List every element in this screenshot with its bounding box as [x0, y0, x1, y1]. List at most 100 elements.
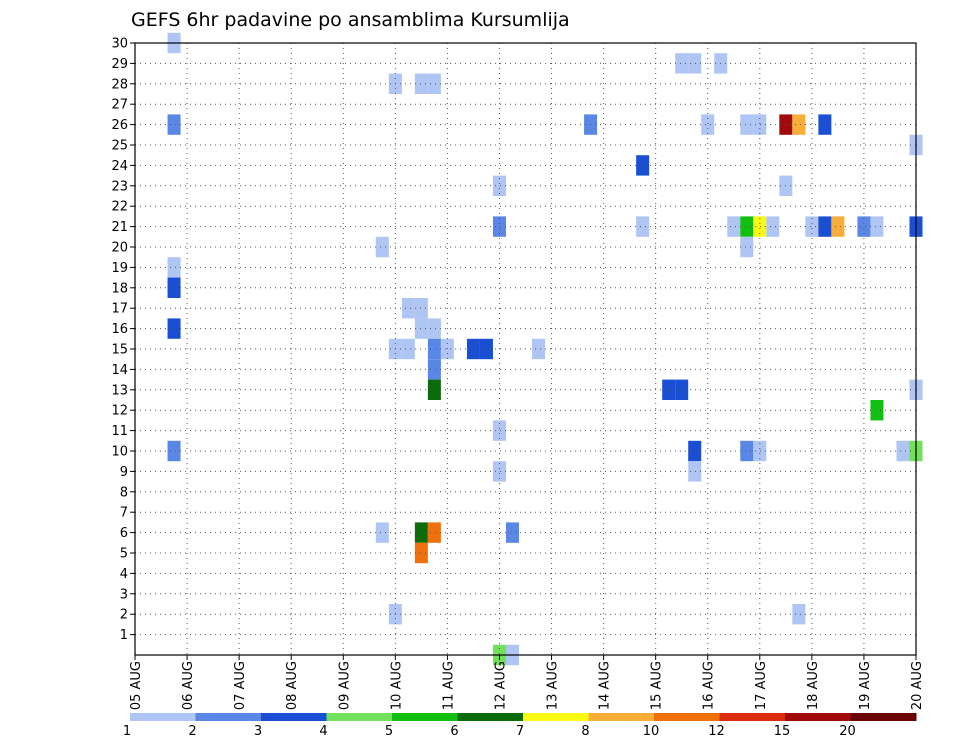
precip-cell [427, 73, 441, 94]
precip-cell [740, 440, 754, 462]
y-tick-label: 14 [111, 363, 128, 378]
precip-cell [492, 216, 506, 237]
precip-cell [427, 379, 441, 400]
precip-cell [532, 338, 546, 360]
precip-cell [740, 114, 754, 135]
precip-cell [792, 604, 806, 625]
precip-cell [857, 216, 871, 237]
precip-cell [427, 359, 441, 380]
precip-cell [167, 257, 181, 278]
precip-cell [688, 461, 702, 482]
precip-cell [688, 440, 702, 462]
x-tick-label: 07 AUG [233, 661, 248, 710]
y-tick-label: 7 [120, 506, 128, 521]
x-tick-label: 19 AUG [858, 661, 873, 710]
y-tick-label: 1 [120, 628, 128, 643]
x-tick-label: 06 AUG [181, 661, 196, 710]
precip-cell [375, 236, 389, 258]
precip-cell [427, 338, 441, 360]
y-tick-label: 10 [111, 445, 128, 460]
x-tick-label: 14 AUG [598, 661, 613, 710]
colorbar-label: 15 [774, 724, 791, 739]
y-tick-label: 5 [120, 547, 128, 562]
precip-cell [636, 216, 650, 237]
precip-cell [401, 338, 415, 360]
x-tick-label: 11 AUG [441, 661, 456, 710]
colorbar-label: 2 [188, 724, 196, 739]
precip-cell [792, 114, 806, 135]
x-tick-label: 10 AUG [389, 661, 404, 710]
colorbar-label: 6 [450, 724, 458, 739]
grid-lines [135, 42, 916, 655]
axes: 1234567891011121314151617181920212223242… [111, 37, 925, 711]
y-tick-label: 16 [111, 322, 128, 337]
precip-cell [818, 216, 832, 237]
colorbar-label: 5 [385, 724, 393, 739]
y-tick-label: 27 [111, 98, 128, 113]
precip-cell [479, 338, 493, 360]
y-tick-label: 26 [111, 118, 128, 133]
colorbar-label: 12 [708, 724, 725, 739]
chart-title: GEFS 6hr padavine po ansamblima Kursumli… [131, 9, 570, 31]
precip-cell [727, 216, 741, 237]
precip-cell [766, 216, 780, 237]
y-tick-label: 21 [111, 220, 128, 235]
precip-cell [753, 216, 767, 237]
precip-cell [414, 73, 428, 94]
precip-cell [636, 155, 650, 176]
precip-cell [740, 236, 754, 258]
y-tick-label: 4 [120, 567, 128, 582]
precip-cell [675, 53, 689, 74]
x-tick-label: 05 AUG [129, 661, 144, 710]
y-tick-label: 2 [120, 608, 128, 623]
precip-cell [896, 440, 910, 462]
x-tick-label: 17 AUG [754, 661, 769, 710]
precip-cell [505, 522, 519, 543]
colorbar-segment [523, 713, 589, 721]
y-tick-label: 11 [111, 424, 128, 439]
precip-cell [701, 114, 715, 135]
y-tick-label: 6 [120, 526, 128, 541]
y-tick-label: 19 [111, 261, 128, 276]
colorbar-label: 1 [123, 724, 131, 739]
colorbar-segment [195, 713, 262, 721]
precip-cell [675, 379, 689, 400]
y-tick-label: 13 [111, 383, 128, 398]
precip-cell [492, 175, 506, 196]
precip-cell [375, 522, 389, 543]
precip-cell [414, 318, 428, 339]
precip-cell [492, 420, 506, 441]
precip-cell [466, 338, 480, 360]
precip-cell [753, 114, 767, 135]
colorbar-label: 8 [581, 724, 589, 739]
x-tick-label: 13 AUG [546, 661, 561, 710]
precip-cell [831, 216, 845, 237]
y-tick-label: 17 [111, 302, 128, 317]
y-tick-label: 25 [111, 139, 128, 154]
x-tick-label: 15 AUG [650, 661, 665, 710]
precip-cell [870, 400, 884, 421]
precip-cell [414, 298, 428, 319]
x-tick-label: 16 AUG [702, 661, 717, 710]
colorbar-label: 3 [254, 724, 262, 739]
colorbar: 1 2 3 4 5 6 7 8 10 12 15 20 [123, 713, 917, 739]
precip-cell [414, 522, 428, 543]
y-tick-label: 8 [120, 485, 128, 500]
colorbar-segment [326, 713, 393, 721]
precip-cell [414, 542, 428, 564]
colorbar-segment [654, 713, 720, 721]
x-tick-label: 20 AUG [910, 661, 925, 710]
y-tick-label: 22 [111, 200, 128, 215]
precip-cell [753, 440, 767, 462]
precip-cell [167, 318, 181, 339]
colorbar-segment [850, 713, 917, 721]
y-tick-label: 24 [111, 159, 128, 174]
colorbar-segment [785, 713, 851, 721]
x-tick-label: 12 AUG [493, 661, 508, 710]
colorbar-label: 4 [319, 724, 327, 739]
colorbar-segment [392, 713, 458, 721]
precip-cell [427, 522, 441, 543]
colorbar-segment [261, 713, 327, 721]
colorbar-label: 10 [643, 724, 660, 739]
